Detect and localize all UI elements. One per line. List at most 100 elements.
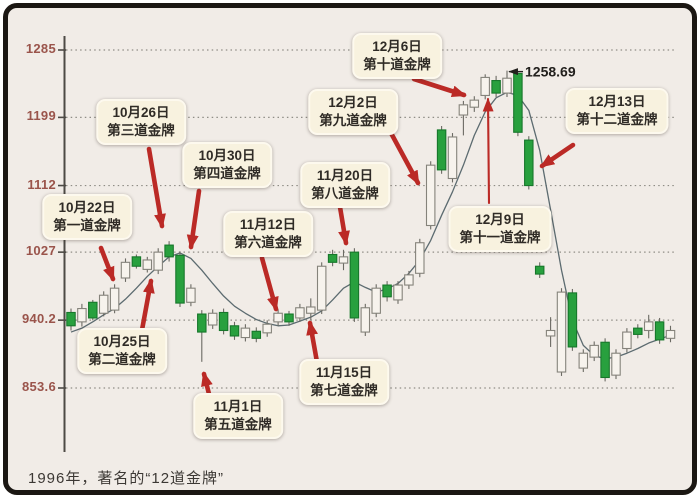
annotation-medal: 第四道金牌	[193, 165, 261, 181]
annotation-medal: 第五道金牌	[204, 416, 272, 432]
medal-arrow-12	[539, 142, 576, 169]
candle-down	[436, 129, 447, 171]
annotation-medal: 第九道金牌	[319, 112, 387, 128]
candle-up	[611, 352, 621, 376]
y-axis-label: 1027	[25, 243, 56, 259]
candle-up	[153, 251, 163, 271]
candle-up	[578, 352, 589, 369]
annotation-date: 11月12日	[239, 216, 297, 232]
candle-up	[295, 307, 305, 319]
annotation-box-6: 11月12日 第六道金牌	[223, 210, 313, 258]
y-axis-label: 1199	[26, 108, 56, 124]
candle-down	[197, 313, 207, 333]
candle-down	[175, 254, 185, 304]
annotation-medal: 第二道金牌	[88, 351, 156, 367]
annotation-medal: 第七道金牌	[310, 382, 378, 398]
candle-up	[502, 77, 512, 94]
candle-up	[643, 321, 654, 332]
candle-down	[654, 321, 665, 341]
annotation-date: 12月9日	[475, 211, 525, 227]
medal-arrow-6	[259, 255, 279, 312]
medal-arrow-1	[98, 245, 116, 282]
candle-up	[186, 287, 196, 303]
medal-arrow-2	[139, 278, 155, 333]
candle-down	[284, 313, 294, 323]
candle-up	[338, 256, 349, 264]
annotation-medal: 第十一道金牌	[459, 229, 541, 245]
medal-arrow-8	[337, 204, 350, 246]
candle-up	[447, 136, 458, 180]
annotation-date: 10月22日	[58, 199, 116, 215]
annotation-date: 10月30日	[198, 147, 256, 163]
medal-arrow-11	[482, 97, 494, 205]
annotation-box-10: 12月6日第十道金牌	[352, 32, 442, 80]
annotation-box-1: 10月22日 第一道金牌	[42, 193, 132, 241]
annotation-box-12: 12月13日 第十二道金牌	[565, 87, 669, 135]
medal-arrow-10	[411, 76, 467, 98]
medal-arrow-3	[146, 146, 166, 229]
candle-up	[589, 344, 599, 358]
candle-up	[393, 284, 403, 301]
candle-up	[77, 308, 87, 323]
candle-up	[98, 294, 109, 314]
candle-up	[360, 307, 371, 333]
annotation-date: 12月2日	[328, 94, 378, 110]
candle-up	[458, 104, 469, 116]
candle-up	[480, 76, 490, 96]
candle-up	[425, 164, 436, 227]
y-axis-label: 853.6	[21, 379, 56, 394]
candle-down	[88, 301, 98, 319]
annotation-date: 11月15日	[315, 364, 373, 380]
annotation-medal: 第十二道金牌	[576, 111, 658, 127]
candle-up	[142, 259, 153, 270]
candle-down	[218, 311, 229, 332]
candle-up	[262, 323, 272, 334]
candle-down	[524, 139, 534, 187]
annotation-box-5: 11月1日 第五道金牌	[193, 392, 283, 440]
candle-up	[404, 274, 414, 286]
candle-up	[120, 261, 131, 279]
candle-up	[306, 306, 316, 314]
candle-up	[545, 329, 556, 337]
candle-up	[622, 331, 632, 350]
candle-down	[633, 327, 643, 335]
annotation-box-7: 11月15日 第七道金牌	[299, 358, 389, 406]
chart-background	[3, 3, 697, 495]
candle-down	[66, 311, 76, 327]
candle-up	[415, 242, 425, 274]
medal-arrow-9	[388, 130, 421, 186]
candle-up	[316, 265, 327, 311]
candle-up	[207, 312, 218, 326]
chart-caption: 1996年，著名的“12道金牌”	[28, 470, 225, 487]
candle-down	[229, 325, 240, 337]
candle-up	[240, 327, 251, 339]
candle-down	[600, 341, 610, 379]
candle-down	[131, 256, 142, 267]
annotation-box-2: 10月25日 第二道金牌	[77, 327, 167, 375]
medal-arrow-7	[306, 320, 320, 365]
candle-up	[273, 312, 283, 323]
photo-frame-border	[3, 3, 697, 495]
y-axis-label: 1285	[25, 41, 56, 56]
y-axis-label: 940.2	[21, 311, 56, 327]
peak-price-label: 1258.69	[525, 64, 576, 80]
annotation-box-8: 11月20日 第八道金牌	[300, 161, 390, 209]
candle-down	[491, 80, 501, 94]
annotation-medal: 第十道金牌	[363, 56, 431, 72]
candle-down	[382, 284, 392, 298]
annotation-date: 12月13日	[588, 93, 646, 109]
annotation-date: 10月26日	[112, 104, 170, 120]
candle-down	[567, 292, 578, 348]
candle-up	[556, 291, 567, 373]
annotation-box-9: 12月2日第九道金牌	[308, 88, 398, 136]
annotation-box-3: 10月26日 第三道金牌	[96, 98, 186, 146]
annotation-date: 12月6日	[372, 38, 422, 54]
annotation-medal: 第三道金牌	[107, 122, 175, 138]
candle-down	[164, 244, 174, 258]
candle-up	[665, 329, 676, 339]
candle-up	[109, 287, 120, 311]
annotation-medal: 第一道金牌	[53, 217, 121, 233]
y-axis-label: 1112	[27, 176, 56, 192]
candle-down	[251, 330, 262, 339]
